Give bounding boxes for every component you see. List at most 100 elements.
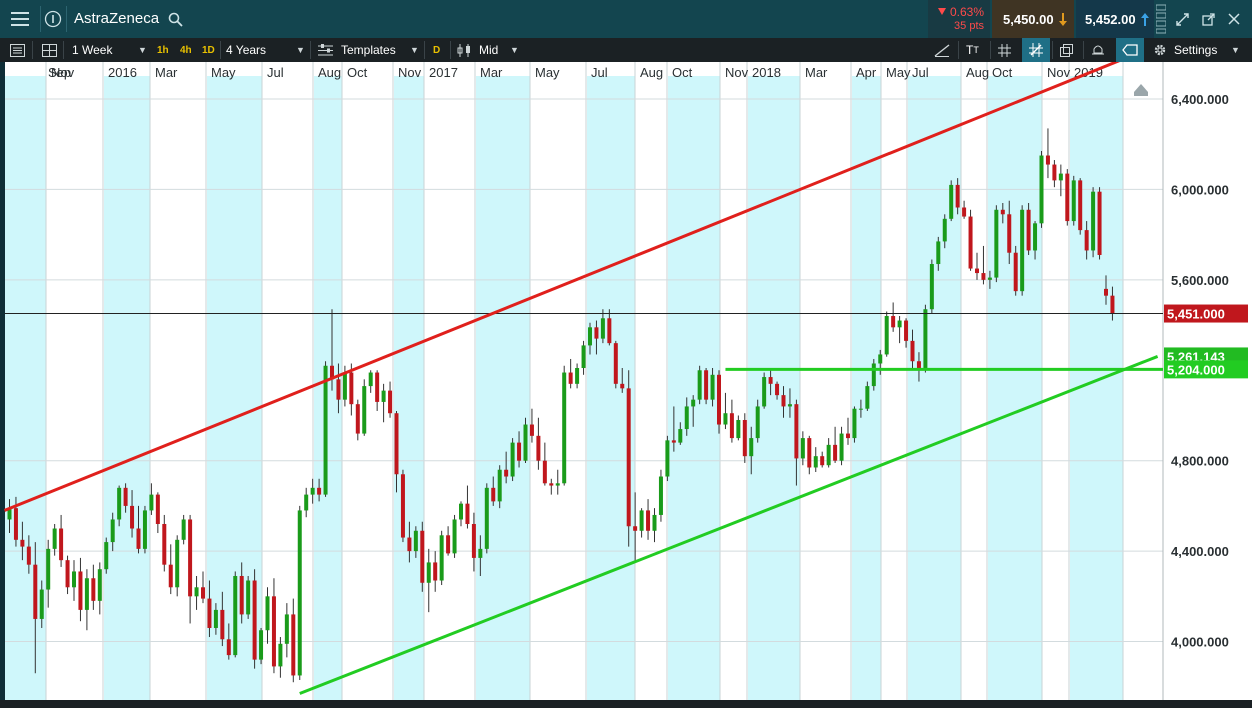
interval-label: 1 Week [72,43,113,57]
expand-icon[interactable] [1172,0,1192,38]
candle-down [891,316,896,328]
quick-interval-4h[interactable]: 4h [180,44,192,56]
candle-up [787,404,792,407]
candle-up [368,372,373,387]
candle-down [620,383,625,389]
price-type-badge[interactable]: D [433,44,441,56]
candle-down [291,614,296,676]
candle-down [1007,214,1012,253]
candle-up [194,587,199,597]
candle-down [717,374,721,425]
y-tick-label: 5,600.000 [1171,273,1229,288]
x-tick-label: May [535,65,560,80]
quick-interval-1h[interactable]: 1h [157,44,169,56]
settings-button[interactable]: Settings [1174,38,1217,62]
price-type-select[interactable]: Mid [479,38,498,62]
draw-line-icon[interactable] [934,38,950,62]
candle-down [130,505,135,529]
grid-icon[interactable] [998,38,1011,62]
candle-up [575,368,580,384]
range-select[interactable]: 4 Years [226,38,266,62]
price-axis-labels: 6,400.000 6,000.000 5,600.000 4,800.000 4,40… [1171,92,1229,650]
info-icon[interactable] [42,0,64,38]
chevron-down-icon[interactable]: ▼ [410,45,419,55]
month-band [587,76,635,700]
chevron-down-icon[interactable]: ▼ [138,45,147,55]
chevron-down-icon[interactable]: ▼ [510,45,519,55]
popout-icon[interactable] [1198,0,1218,38]
tile-icon[interactable] [1154,0,1168,38]
candle-up [897,320,902,328]
candle-down [781,395,786,407]
candle-up [826,444,831,466]
menu-icon[interactable] [0,0,40,38]
x-tick-label: Nov [398,65,422,80]
candle-up [929,264,934,310]
month-band [988,76,1042,700]
candle-down [529,424,534,436]
candle-down [1084,230,1089,251]
list-icon[interactable] [10,38,25,62]
candle-down [594,327,599,339]
sell-down-arrow-icon [1058,12,1067,26]
templates-button[interactable]: Templates [341,38,396,62]
indicator-icon[interactable] [318,38,333,62]
search-icon[interactable] [165,0,185,38]
change-points: 35 pts [954,20,984,32]
candle-up [555,483,560,486]
candle-type-icon[interactable] [457,38,473,62]
candle-up [1020,209,1025,292]
price-alert-marker [1134,84,1148,96]
buy-price-button[interactable]: 5,452.00 [1076,0,1154,38]
candle-down [207,598,212,628]
candle-down [375,372,380,402]
candle-up [562,372,567,484]
candle-up [684,406,689,430]
interval-select[interactable]: 1 Week [72,38,112,62]
layout-icon[interactable] [42,38,57,62]
candle-up [381,390,386,402]
candle-up [72,571,76,588]
candles [7,128,1115,683]
candle-down [407,537,412,552]
x-tick-label: Mar [805,65,828,80]
month-band [908,76,961,700]
y-tick-label: 4,800.000 [1171,454,1229,469]
candle-up [639,510,644,531]
candle-down [910,340,915,362]
candle-down [794,404,799,459]
candle-down [355,404,360,434]
candle-down [188,519,193,597]
candle-down [671,440,676,443]
label-icon[interactable] [1116,38,1144,62]
candle-up [1071,180,1076,222]
candle-up [104,542,109,570]
month-band [104,76,150,700]
settings-icon[interactable] [1153,38,1167,62]
candle-down [13,508,18,540]
candle-up [97,569,102,601]
chevron-down-icon[interactable]: ▼ [296,45,305,55]
candle-down [775,383,780,396]
alert-icon[interactable] [1092,38,1104,62]
support-price-label-box [1164,360,1248,379]
candle-up [265,596,270,631]
sell-price-button[interactable]: 5,450.00 [992,0,1074,38]
crosshair-icon[interactable] [1022,38,1050,62]
candle-up [800,438,805,459]
quick-interval-1d[interactable]: 1D [202,44,215,56]
x-tick-label: May [886,65,911,80]
candle-up [439,535,444,581]
close-icon[interactable] [1224,0,1244,38]
x-tick-label: Nov [51,65,75,80]
layers-icon[interactable] [1060,38,1074,62]
instrument-title[interactable]: AstraZeneca [74,10,160,27]
candle-down [1065,173,1070,222]
candle-up [523,424,528,461]
candle-up [865,386,870,409]
chevron-down-icon[interactable]: ▼ [1231,45,1240,55]
candle-up [936,241,941,265]
